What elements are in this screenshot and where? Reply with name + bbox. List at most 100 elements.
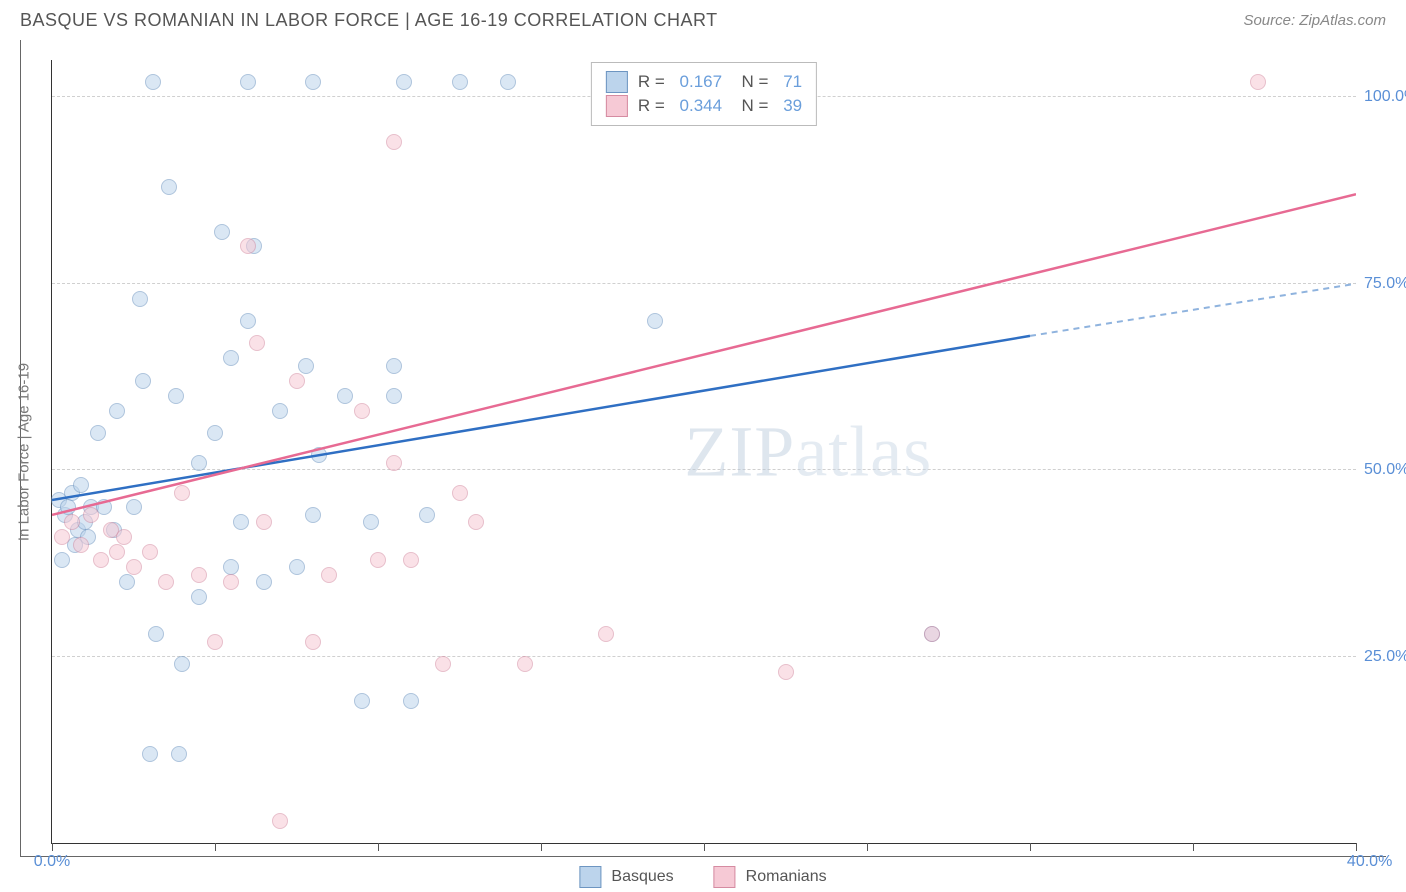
scatter-point	[171, 746, 187, 762]
scatter-point	[161, 179, 177, 195]
scatter-point	[116, 529, 132, 545]
plot-area: In Labor Force | Age 16-19 ZIPatlas R = …	[51, 60, 1356, 844]
scatter-point	[452, 485, 468, 501]
swatch-romanians-icon	[714, 866, 736, 888]
scatter-point	[191, 567, 207, 583]
x-tick	[215, 843, 216, 851]
scatter-point	[168, 388, 184, 404]
scatter-point	[233, 514, 249, 530]
scatter-point	[223, 574, 239, 590]
gridline	[52, 656, 1356, 657]
gridline	[52, 283, 1356, 284]
scatter-point	[109, 403, 125, 419]
scatter-point	[158, 574, 174, 590]
legend-n-value: 71	[783, 72, 802, 92]
scatter-point	[207, 425, 223, 441]
x-tick	[1030, 843, 1031, 851]
scatter-point	[647, 313, 663, 329]
legend-r-value: 0.344	[680, 96, 723, 116]
x-tick-label: 0.0%	[34, 853, 70, 871]
x-tick	[378, 843, 379, 851]
scatter-point	[90, 425, 106, 441]
scatter-point	[403, 693, 419, 709]
scatter-point	[207, 634, 223, 650]
scatter-point	[924, 626, 940, 642]
y-tick-label: 100.0%	[1364, 88, 1406, 106]
scatter-point	[435, 656, 451, 672]
legend-n-label: N =	[732, 96, 773, 116]
swatch-basques-icon	[579, 866, 601, 888]
scatter-point	[142, 544, 158, 560]
scatter-point	[419, 507, 435, 523]
scatter-point	[148, 626, 164, 642]
x-tick	[704, 843, 705, 851]
x-tick	[1193, 843, 1194, 851]
scatter-point	[145, 74, 161, 90]
gridline	[52, 469, 1356, 470]
scatter-point	[109, 544, 125, 560]
scatter-point	[223, 559, 239, 575]
scatter-point	[119, 574, 135, 590]
legend-row-basques: R = 0.167 N = 71	[606, 71, 802, 93]
scatter-point	[126, 499, 142, 515]
scatter-point	[354, 403, 370, 419]
scatter-point	[1250, 74, 1266, 90]
scatter-point	[778, 664, 794, 680]
scatter-point	[386, 455, 402, 471]
scatter-point	[83, 507, 99, 523]
scatter-point	[223, 350, 239, 366]
scatter-point	[363, 514, 379, 530]
legend-r-value: 0.167	[680, 72, 723, 92]
scatter-point	[305, 634, 321, 650]
scatter-point	[517, 656, 533, 672]
x-tick	[1356, 843, 1357, 851]
scatter-point	[174, 656, 190, 672]
scatter-point	[240, 313, 256, 329]
legend-n-label: N =	[732, 72, 773, 92]
scatter-point	[305, 74, 321, 90]
scatter-point	[370, 552, 386, 568]
swatch-basques	[606, 71, 628, 93]
scatter-point	[396, 74, 412, 90]
chart-title: BASQUE VS ROMANIAN IN LABOR FORCE | AGE …	[20, 10, 718, 31]
legend-item-basques: Basques	[579, 866, 673, 888]
trend-lines	[52, 60, 1356, 843]
x-tick	[52, 843, 53, 851]
scatter-point	[191, 455, 207, 471]
scatter-point	[500, 74, 516, 90]
y-tick-label: 50.0%	[1364, 461, 1406, 479]
legend-r-label: R =	[638, 96, 670, 116]
legend-row-romanians: R = 0.344 N = 39	[606, 95, 802, 117]
y-tick-label: 25.0%	[1364, 648, 1406, 666]
scatter-point	[132, 291, 148, 307]
watermark: ZIPatlas	[684, 410, 932, 493]
scatter-point	[54, 529, 70, 545]
scatter-point	[60, 499, 76, 515]
scatter-point	[598, 626, 614, 642]
scatter-point	[272, 813, 288, 829]
scatter-point	[321, 567, 337, 583]
scatter-point	[240, 74, 256, 90]
scatter-point	[272, 403, 288, 419]
scatter-point	[403, 552, 419, 568]
correlation-legend: R = 0.167 N = 71 R = 0.344 N = 39	[591, 62, 817, 126]
scatter-point	[468, 514, 484, 530]
scatter-point	[93, 552, 109, 568]
scatter-point	[73, 537, 89, 553]
scatter-point	[142, 746, 158, 762]
scatter-point	[126, 559, 142, 575]
scatter-point	[64, 514, 80, 530]
scatter-point	[289, 559, 305, 575]
scatter-point	[337, 388, 353, 404]
scatter-point	[191, 589, 207, 605]
scatter-point	[214, 224, 230, 240]
legend-label: Romanians	[746, 868, 827, 886]
series-legend: Basques Romanians	[579, 866, 826, 888]
legend-n-value: 39	[783, 96, 802, 116]
scatter-point	[249, 335, 265, 351]
scatter-point	[354, 693, 370, 709]
scatter-point	[73, 477, 89, 493]
scatter-point	[256, 514, 272, 530]
scatter-point	[289, 373, 305, 389]
x-tick	[541, 843, 542, 851]
